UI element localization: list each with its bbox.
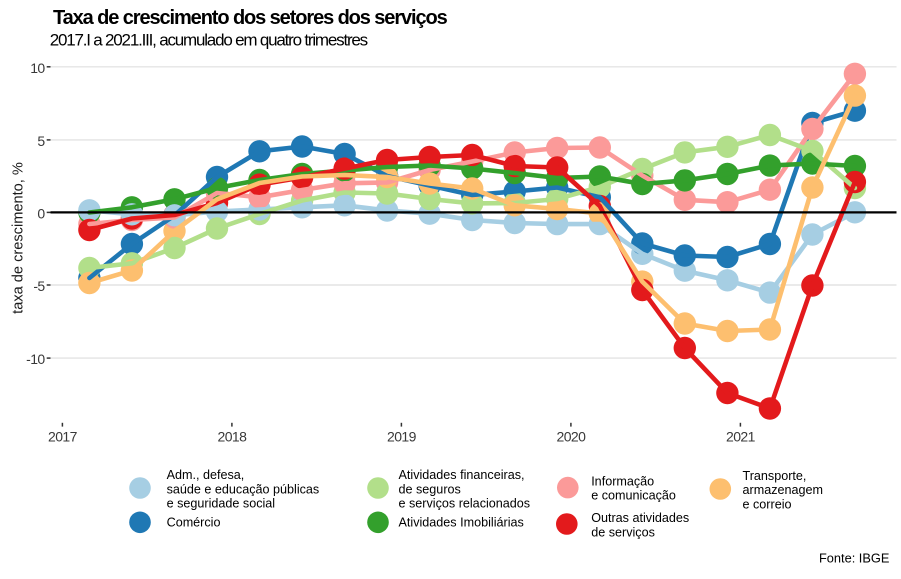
- svg-text:e comunicação: e comunicação: [591, 489, 676, 503]
- svg-text:Adm., defesa,: Adm., defesa,: [167, 468, 245, 482]
- svg-text:Taxa de crescimento dos setore: Taxa de crescimento dos setores dos serv…: [53, 7, 448, 29]
- svg-text:Comércio: Comércio: [167, 516, 221, 530]
- svg-text:Atividades financeiras,: Atividades financeiras,: [399, 468, 525, 482]
- svg-text:10: 10: [30, 60, 45, 76]
- svg-text:-10: -10: [26, 351, 45, 367]
- svg-text:Fonte: IBGE: Fonte: IBGE: [819, 550, 889, 565]
- svg-text:de serviços: de serviços: [591, 525, 655, 539]
- svg-text:e serviços relacionados: e serviços relacionados: [399, 497, 531, 511]
- svg-text:0: 0: [37, 205, 45, 221]
- svg-text:2017.I a 2021.III, acumulado e: 2017.I a 2021.III, acumulado em quatro t…: [50, 31, 368, 50]
- svg-text:2018: 2018: [218, 429, 248, 445]
- svg-text:e seguridade social: e seguridade social: [167, 497, 276, 511]
- svg-text:2020: 2020: [557, 429, 587, 445]
- svg-text:2017: 2017: [48, 429, 78, 445]
- svg-text:Outras atividades: Outras atividades: [591, 511, 689, 525]
- svg-text:-5: -5: [33, 278, 45, 294]
- svg-text:saúde e educação públicas: saúde e educação públicas: [167, 482, 320, 496]
- svg-text:Transporte,: Transporte,: [743, 469, 807, 483]
- svg-text:Informação: Informação: [591, 474, 654, 488]
- svg-text:de seguros: de seguros: [399, 482, 461, 496]
- svg-text:armazenagem: armazenagem: [743, 483, 824, 497]
- svg-text:2021: 2021: [726, 429, 756, 445]
- svg-text:2019: 2019: [387, 429, 417, 445]
- svg-text:5: 5: [37, 133, 45, 149]
- svg-text:taxa de crescimento, %: taxa de crescimento, %: [10, 162, 26, 314]
- svg-text:e correio: e correio: [743, 497, 792, 511]
- svg-text:Atividades Imobiliárias: Atividades Imobiliárias: [399, 516, 524, 530]
